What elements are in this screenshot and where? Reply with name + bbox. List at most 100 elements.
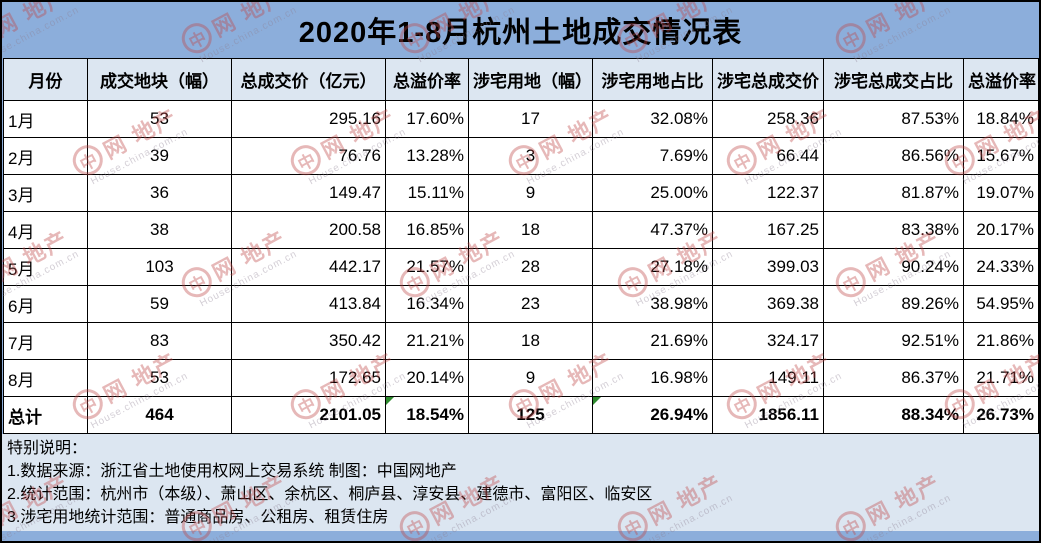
notes-section: 特别说明： 1.数据来源：浙江省土地使用权网上交易系统 制图：中国网地产 2.统计… [2,434,1039,531]
table-cell: 13.28% [385,137,469,175]
note-line: 3.涉宅用地统计范围：普通商品房、公租房、租赁住房 [7,509,389,526]
table-cell: 38 [87,211,232,249]
month-cell: 7月 [3,322,88,360]
table-cell: 149.11 [712,359,824,397]
table-cell: 16.34% [385,285,469,323]
table-cell: 21.57% [385,248,469,286]
table-cell: 23 [468,285,593,323]
table-cell: 17.60% [385,100,469,138]
table-cell: 87.53% [823,100,964,138]
table-cell: 88.34% [823,396,964,434]
table-cell: 76.76 [231,137,386,175]
table-cell: 350.42 [231,322,386,360]
table-cell: 81.87% [823,174,964,212]
page-title: 2020年1-8月杭州土地成交情况表 [298,17,743,49]
column-header: 涉宅用地占比 [592,58,713,101]
table-cell: 200.58 [231,211,386,249]
table-cell: 149.47 [231,174,386,212]
table-cell: 19.07% [963,174,1039,212]
table-cell: 83 [87,322,232,360]
table-cell: 15.67% [963,137,1039,175]
column-header: 总溢价率 [385,58,469,101]
table-cell: 9 [468,174,593,212]
table-cell: 464 [87,396,232,434]
table-cell: 103 [87,248,232,286]
table-cell: 21.86% [963,322,1039,360]
month-cell: 1月 [3,100,88,138]
table-body: 1月 53 295.16 17.60% 17 32.08% 258.36 87.53% 18.8… [3,100,1039,434]
column-header: 总溢价率 [963,58,1039,101]
table-cell: 18.54% [385,396,469,434]
land-data-table: 月份 成交地块（幅） 总成交价（亿元） 总溢价率 涉宅用地（幅） 涉宅用地占比 涉宅总成交价… [3,58,1039,434]
table-cell: 39 [87,137,232,175]
table-cell: 26.94% [592,396,713,434]
table-cell: 86.37% [823,359,964,397]
table-cell: 122.37 [712,174,824,212]
table-cell: 66.44 [712,137,824,175]
table-row: 6月 59 413.84 16.34% 23 38.98% 369.38 89.26% 54.9… [3,285,1039,323]
table-cell: 18 [468,322,593,360]
column-header: 月份 [3,58,88,101]
table-cell: 53 [87,100,232,138]
table-cell: 18.84% [963,100,1039,138]
table-cell: 86.56% [823,137,964,175]
table-cell: 15.11% [385,174,469,212]
month-cell: 5月 [3,248,88,286]
table-cell: 9 [468,359,593,397]
table-cell: 25.00% [592,174,713,212]
table-cell: 47.37% [592,211,713,249]
table-cell: 1856.11 [712,396,824,434]
table-cell: 442.17 [231,248,386,286]
table-cell: 59 [87,285,232,323]
table-cell: 369.38 [712,285,824,323]
table-cell: 24.33% [963,248,1039,286]
table-cell: 38.98% [592,285,713,323]
table-cell: 7.69% [592,137,713,175]
header-row: 月份 成交地块（幅） 总成交价（亿元） 总溢价率 涉宅用地（幅） 涉宅用地占比 涉宅总成交价… [3,58,1039,101]
error-flag-icon [386,397,394,405]
table-cell: 92.51% [823,322,964,360]
note-line: 2.统计范围：杭州市（本级）、萧山区、余杭区、桐庐县、淳安县、建德市、富阳区、临… [7,486,653,503]
table-cell: 399.03 [712,248,824,286]
table-cell: 27.18% [592,248,713,286]
table-cell: 20.17% [963,211,1039,249]
table-cell: 18 [468,211,593,249]
table-cell: 21.69% [592,322,713,360]
note-line: 1.数据来源：浙江省土地使用权网上交易系统 制图：中国网地产 [7,463,457,480]
column-header: 成交地块（幅） [87,58,232,101]
table-cell: 125 [468,396,593,434]
table-row: 2月 39 76.76 13.28% 3 7.69% 66.44 86.56% 15.67% [3,137,1039,175]
table-cell: 17 [468,100,593,138]
table-cell: 324.17 [712,322,824,360]
column-header: 涉宅用地（幅） [468,58,593,101]
table-cell: 54.95% [963,285,1039,323]
table-cell: 32.08% [592,100,713,138]
table-cell: 21.21% [385,322,469,360]
table-cell: 20.14% [385,359,469,397]
table-cell: 413.84 [231,285,386,323]
column-header: 涉宅总成交占比 [823,58,964,101]
table-cell: 53 [87,359,232,397]
table-row: 8月 53 172.65 20.14% 9 16.98% 149.11 86.37% 21.71… [3,359,1039,397]
month-cell: 2月 [3,137,88,175]
table-cell: 167.25 [712,211,824,249]
table-cell: 172.65 [231,359,386,397]
table-cell: 36 [87,174,232,212]
table-header: 月份 成交地块（幅） 总成交价（亿元） 总溢价率 涉宅用地（幅） 涉宅用地占比 涉宅总成交价… [3,58,1039,101]
table-row: 7月 83 350.42 21.21% 18 21.69% 324.17 92.51% 21.8… [3,322,1039,360]
total-row: 总计 464 2101.05 18.54% 125 26.94% 1856.11 88.34%… [3,396,1039,434]
table-row: 3月 36 149.47 15.11% 9 25.00% 122.37 81.87% 19.07… [3,174,1039,212]
table-row: 1月 53 295.16 17.60% 17 32.08% 258.36 87.53% 18.8… [3,100,1039,138]
table-cell: 26.73% [963,396,1039,434]
month-cell: 总计 [3,396,88,434]
title-band: 2020年1-8月杭州土地成交情况表 [2,2,1039,58]
month-cell: 3月 [3,174,88,212]
table-cell: 89.26% [823,285,964,323]
month-cell: 4月 [3,211,88,249]
error-flag-icon [593,397,601,405]
table-cell: 16.98% [592,359,713,397]
table-cell: 90.24% [823,248,964,286]
month-cell: 6月 [3,285,88,323]
column-header: 总成交价（亿元） [231,58,386,101]
